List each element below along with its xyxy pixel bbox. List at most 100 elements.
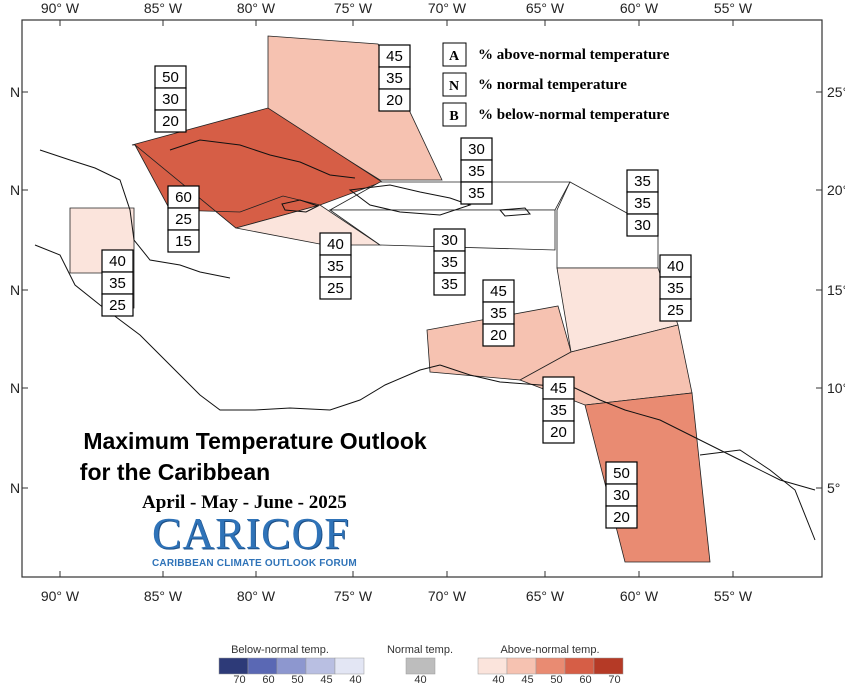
colorbar-above-swatch [593,657,624,675]
label-stack-abc-islands: 45 35 20 [482,279,515,347]
legend: A % above-normal temperature N % normal … [442,42,670,127]
label-stack-jamaica-cayman: 60 25 15 [167,185,200,253]
label-normal: 35 [550,402,567,419]
label-box [433,272,466,296]
coast-puerto-rico [498,207,532,217]
legend-box-a [442,42,467,67]
label-box [542,420,575,444]
y-tick-left-label: N [10,84,20,100]
x-tick-bottom-label: 55° W [714,588,753,604]
legend-letter-a: A [449,49,460,64]
colorbar: Below-normal temp. Normal temp. Above-no… [218,644,624,684]
label-above: 40 [667,258,684,275]
label-normal: 35 [109,275,126,292]
label-above: 45 [490,283,507,300]
y-ticks: N N N N N 25° 20° 15° 10° 5° [10,84,845,496]
label-below: 35 [468,185,485,202]
colorbar-above-swatch [564,657,595,675]
colorbar-above-value: 70 [608,674,620,684]
label-below: 35 [441,276,458,293]
colorbar-below-value: 60 [262,674,274,684]
probability-labels: 4535205030206025154035254035253035353035… [101,44,692,529]
y-tick-right-label: 20° [827,182,845,198]
label-box [482,323,515,347]
label-stack-hispaniola-south: 30 35 35 [433,228,466,296]
x-ticks-bottom: 90° W 85° W 80° W 75° W 70° W 65° W 60° W 55° W [41,571,753,604]
label-stack-belize: 40 35 25 [101,249,134,317]
colorbar-normal-swatch [405,657,436,675]
y-tick-right-label: 10° [827,380,845,396]
map-season: April - May - June - 2025 [142,492,347,513]
label-box [659,298,692,322]
x-tick-top-label: 70° W [428,0,467,16]
logo-wordmark: CARICOF [152,509,350,558]
label-stack-leeward: 35 35 30 [626,169,659,237]
legend-item-normal: N % normal temperature [442,72,627,97]
colorbar-above-value: 40 [492,674,504,684]
colorbar-below-value: 50 [291,674,303,684]
colorbar-below: 70 60 50 45 40 [218,657,365,684]
label-stack-windward: 40 35 25 [659,254,692,322]
label-normal: 30 [613,487,630,504]
coast-hispaniola [348,184,472,216]
label-below: 30 [634,217,651,234]
label-normal: 30 [162,91,179,108]
map-title-line2: for the Caribbean [79,459,271,485]
x-tick-top-label: 75° W [334,0,373,16]
y-tick-right-label: 15° [827,282,845,298]
x-tick-bottom-label: 75° W [334,588,373,604]
colorbar-above-title: Above-normal temp. [500,644,599,656]
logo-subtitle: CARIBBEAN CLIMATE OUTLOOK FORUM [152,558,357,569]
label-normal: 35 [634,195,651,212]
label-normal: 35 [667,280,684,297]
legend-box-n [442,72,467,97]
label-above: 50 [162,69,179,86]
x-tick-top-label: 90° W [41,0,80,16]
label-above: 40 [327,236,344,253]
coast-jamaica [281,199,320,213]
legend-letter-n: N [449,79,459,94]
colorbar-above-value: 60 [579,674,591,684]
x-tick-bottom-label: 80° W [237,588,276,604]
region-bahamas [267,35,443,181]
colorbar-below-title: Below-normal temp. [231,644,329,656]
y-tick-right-label: 5° [827,480,840,496]
label-above: 40 [109,253,126,270]
x-tick-bottom-label: 60° W [620,588,659,604]
colorbar-normal-value: 40 [414,674,426,684]
label-above: 30 [441,232,458,249]
label-box [460,181,493,205]
x-tick-top-label: 80° W [237,0,276,16]
legend-item-above: A % above-normal temperature [442,42,670,67]
label-normal: 35 [386,70,403,87]
coast-south-america [439,364,816,491]
colorbar-below-value: 70 [233,674,245,684]
legend-letter-b: B [449,109,458,124]
label-above: 30 [468,141,485,158]
colorbar-below-swatch [305,657,336,675]
label-below: 20 [162,113,179,130]
label-below: 20 [386,92,403,109]
colorbar-above-swatch [535,657,566,675]
x-tick-top-label: 85° W [144,0,183,16]
label-below: 15 [175,233,192,250]
label-box [605,505,638,529]
colorbar-below-value: 45 [320,674,332,684]
x-tick-bottom-label: 85° W [144,588,183,604]
label-below: 25 [327,280,344,297]
label-stack-bahamas: 45 35 20 [378,44,411,112]
label-box [319,276,352,300]
y-tick-left-label: N [10,182,20,198]
colorbar-normal: 40 [405,657,436,684]
x-tick-bottom-label: 90° W [41,588,80,604]
label-normal: 35 [490,305,507,322]
colorbar-normal-title: Normal temp. [387,644,453,656]
coast-northeast-brazil [699,449,816,541]
colorbar-below-swatch [276,657,307,675]
legend-box-b [442,102,467,127]
label-normal: 35 [468,163,485,180]
label-above: 35 [634,173,651,190]
label-normal: 35 [441,254,458,271]
label-normal: 25 [175,211,192,228]
colorbar-below-value: 40 [349,674,361,684]
